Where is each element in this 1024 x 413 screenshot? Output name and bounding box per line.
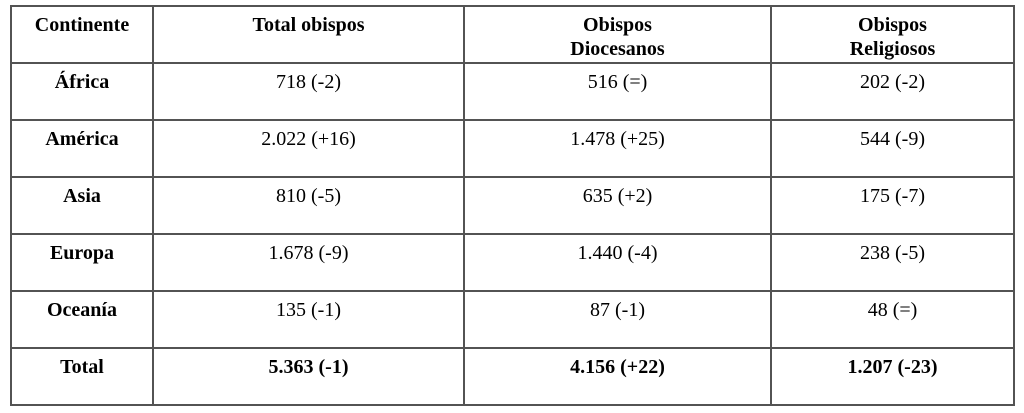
continent-label: Oceanía: [10, 290, 154, 349]
obispos-diocesanos-value: 516 (=): [463, 62, 772, 121]
total-obispos-value: 135 (-1): [152, 290, 465, 349]
obispos-religiosos-value: 238 (-5): [770, 233, 1015, 292]
continent-label: África: [10, 62, 154, 121]
total-obispos-total-value: 5.363 (-1): [152, 347, 465, 406]
obispos-diocesanos-value: 1.478 (+25): [463, 119, 772, 178]
table-row-oceania: Oceanía 135 (-1) 87 (-1) 48 (=): [10, 290, 1015, 349]
table-row-asia: Asia 810 (-5) 635 (+2) 175 (-7): [10, 176, 1015, 235]
total-obispos-value: 810 (-5): [152, 176, 465, 235]
bishops-by-continent-table: Continente Total obispos Obispos Diocesa…: [10, 5, 1015, 406]
table-row-europa: Europa 1.678 (-9) 1.440 (-4) 238 (-5): [10, 233, 1015, 292]
obispos-diocesanos-value: 87 (-1): [463, 290, 772, 349]
table-row-africa: África 718 (-2) 516 (=) 202 (-2): [10, 62, 1015, 121]
column-header-continente: Continente: [10, 5, 154, 64]
continent-label: Asia: [10, 176, 154, 235]
obispos-diocesanos-total-value: 4.156 (+22): [463, 347, 772, 406]
total-obispos-value: 718 (-2): [152, 62, 465, 121]
obispos-religiosos-value: 544 (-9): [770, 119, 1015, 178]
table-row-total: Total 5.363 (-1) 4.156 (+22) 1.207 (-23): [10, 347, 1015, 406]
column-header-obispos-diocesanos: Obispos Diocesanos: [463, 5, 772, 64]
total-obispos-value: 1.678 (-9): [152, 233, 465, 292]
obispos-religiosos-total-value: 1.207 (-23): [770, 347, 1015, 406]
header-row: Continente Total obispos Obispos Diocesa…: [10, 5, 1015, 64]
obispos-diocesanos-value: 635 (+2): [463, 176, 772, 235]
column-header-obispos-religiosos: Obispos Religiosos: [770, 5, 1015, 64]
obispos-religiosos-value: 48 (=): [770, 290, 1015, 349]
total-label: Total: [10, 347, 154, 406]
continent-label: Europa: [10, 233, 154, 292]
continent-label: América: [10, 119, 154, 178]
table-row-america: América 2.022 (+16) 1.478 (+25) 544 (-9): [10, 119, 1015, 178]
total-obispos-value: 2.022 (+16): [152, 119, 465, 178]
obispos-religiosos-value: 175 (-7): [770, 176, 1015, 235]
obispos-religiosos-value: 202 (-2): [770, 62, 1015, 121]
obispos-diocesanos-value: 1.440 (-4): [463, 233, 772, 292]
column-header-total-obispos: Total obispos: [152, 5, 465, 64]
